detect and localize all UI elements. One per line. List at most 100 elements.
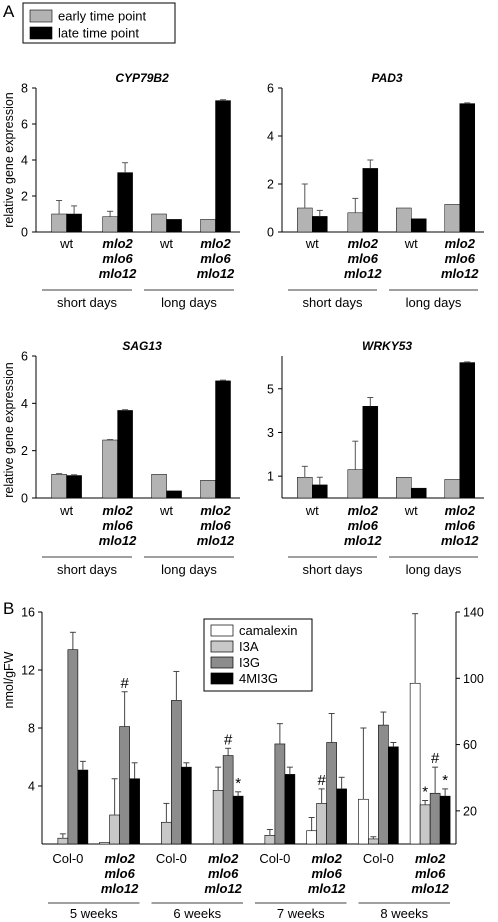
bar [459,362,476,499]
category-label: mlo2 mlo6 mlo12 [344,503,382,548]
significance-mark: # [317,772,326,789]
group-label: short days [57,295,117,310]
significance-mark: * [235,775,241,792]
category-label: wt [404,236,418,251]
bar [109,814,120,845]
expression-chart-3: WRKY53 1 3 5 wt mlo2 mlo6 mlo12 wt mlo2 mlo6 mlo12 s… [267,339,484,577]
y-tick-label: 2 [21,190,28,204]
legend-swatch-early [29,9,53,23]
category-label: mlo2 mlo6 mlo12 [441,236,479,281]
legend-swatch [210,624,234,637]
bar [99,842,110,845]
bar [102,216,118,233]
bar [368,838,379,845]
y-tick-label-right: 140 [463,606,484,620]
expression-chart-1: PAD3 0 2 4 6 wt mlo2 mlo6 mlo12 wt mlo2 mlo6 mlo12 sh… [267,71,484,310]
bar [274,743,286,845]
category-label: mlo2 mlo6 mlo12 [204,851,242,896]
chart-title: SAG13 [122,339,162,353]
bar [51,474,67,499]
bar [67,649,79,845]
group-label: short days [57,562,117,577]
bar [409,682,421,845]
bar [181,766,192,845]
bar [166,219,182,233]
bar [297,476,313,499]
category-label: mlo2 mlo6 mlo12 [308,851,346,896]
bar [347,212,364,233]
y-tick-label: 0 [267,226,274,240]
category-label: wt [305,503,319,518]
bar [200,480,216,499]
group-label: 8 weeks [380,906,428,921]
bar [119,726,130,845]
bar [151,213,167,233]
bar [347,469,364,499]
bar [284,774,296,845]
y-tick-label: 2 [267,178,274,192]
chart-title: CYP79B2 [115,71,169,85]
bar [312,484,328,499]
bar [297,207,313,233]
y-tick-label: 4 [21,154,28,168]
bar [166,490,182,499]
significance-mark: * [422,784,428,801]
category-label: wt [59,236,73,251]
legend-label: I3G [239,655,260,670]
bar [232,795,244,845]
bar [362,168,379,233]
bar [326,742,337,845]
category-label: mlo2 mlo6 mlo12 [99,236,137,281]
bar [77,769,89,845]
panel-a-legend: early time point late time point [22,2,176,44]
category-label: mlo2 mlo6 mlo12 [197,236,235,281]
legend-label-early: early time point [58,9,147,24]
y-tick-label: 6 [21,118,28,132]
y-tick-label-left: 12 [21,664,35,678]
y-tick-label: 0 [21,226,28,240]
bar [129,778,140,845]
panel-a-charts: CYP79B2 0 2 4 6 8 wt mlo2 mlo6 mlo12 wt mlo2 mlo6 mlo… [2,71,484,577]
y-tick-label: 0 [21,492,28,506]
legend-swatch [210,640,234,653]
group-label: 7 weeks [277,906,325,921]
y-tick-label: 8 [21,82,28,96]
y-tick-label: 2 [21,444,28,458]
y-tick-label: 4 [267,130,274,144]
group-label: short days [303,295,363,310]
bar [117,172,133,233]
y-axis-label-b: nmol/gFW [2,651,16,708]
bar [161,821,172,845]
bar [396,207,412,233]
bar [215,100,231,233]
bar [222,755,234,845]
group-label: long days [161,562,217,577]
bar [378,724,389,845]
bar [411,218,427,233]
y-axis-label-top: relative gene expression [2,92,16,228]
category-label: wt [159,503,173,518]
y-tick-label-left: 4 [28,780,35,794]
y-tick-label: 6 [21,350,28,364]
category-label: Col-0 [259,851,290,866]
y-tick-label: 1 [267,470,274,484]
significance-mark: * [442,772,448,789]
bar [171,700,182,845]
category-label: Col-0 [52,851,83,866]
bar [200,219,216,233]
bar [51,213,67,233]
panel-b-letter: B [3,599,14,618]
bar [102,439,118,499]
category-label: Col-0 [156,851,187,866]
bar [396,476,412,499]
legend-label: I3A [239,639,259,654]
y-tick-label: 6 [267,82,274,96]
category-label: mlo2 mlo6 mlo12 [344,236,382,281]
significance-mark: # [431,750,440,767]
bar [151,474,167,499]
bar [306,830,317,845]
y-tick-label-right: 20 [463,804,477,818]
group-label: long days [406,295,462,310]
